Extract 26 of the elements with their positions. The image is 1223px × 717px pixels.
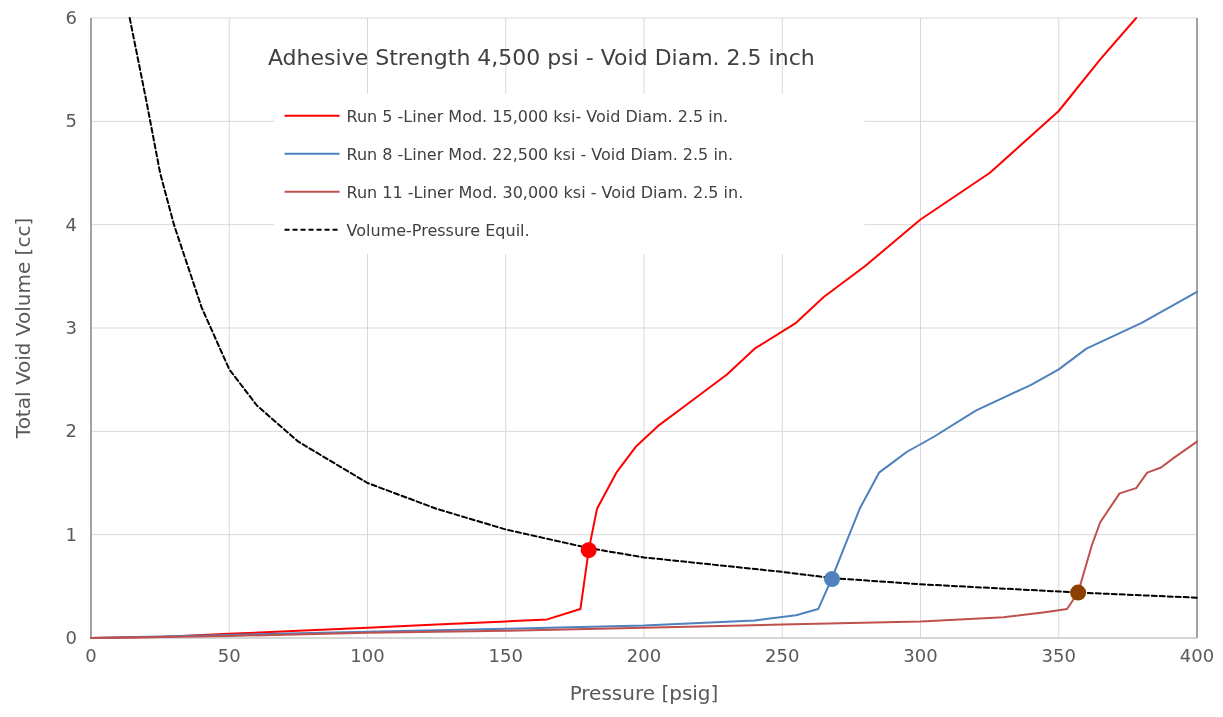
- y-tick-label: 0: [65, 627, 77, 648]
- x-tick-label: 150: [488, 645, 523, 666]
- x-tick-label: 350: [1041, 645, 1076, 666]
- y-axis-title: Total Void Volume [cc]: [11, 217, 35, 440]
- legend-label: Volume-Pressure Equil.: [346, 220, 530, 240]
- legend-label: Run 5 -Liner Mod. 15,000 ksi- Void Diam. 2.5 in.: [346, 106, 728, 126]
- point: [580, 542, 597, 559]
- point: [1070, 584, 1087, 601]
- x-tick-label: 400: [1179, 645, 1215, 666]
- legend-label: Run 8 -Liner Mod. 22,500 ksi - Void Diam. 2.5 in.: [346, 144, 734, 164]
- x-axis-title: Pressure [psig]: [569, 681, 719, 705]
- y-tick-label: 5: [65, 110, 77, 132]
- y-tick-label: 3: [65, 317, 77, 338]
- legend-label: Run 11 -Liner Mod. 30,000 ksi - Void Diam. 2.5 in.: [346, 182, 744, 202]
- x-tick-label: 300: [903, 645, 938, 666]
- x-tick-label: 250: [765, 645, 800, 666]
- x-tick-label: 50: [217, 645, 241, 666]
- text: Adhesive Strength 4,500 psi - Void Diam. 2.5 inch: [267, 44, 815, 70]
- y-tick-label: 4: [65, 213, 77, 235]
- x-tick-label: 100: [350, 645, 385, 666]
- y-tick-label: 2: [65, 420, 77, 442]
- point: [824, 571, 841, 588]
- x-tick-label: 0: [85, 645, 97, 666]
- y-tick-label: 1: [65, 523, 77, 545]
- x-tick-label: 200: [626, 645, 662, 666]
- y-tick-label: 6: [65, 7, 77, 28]
